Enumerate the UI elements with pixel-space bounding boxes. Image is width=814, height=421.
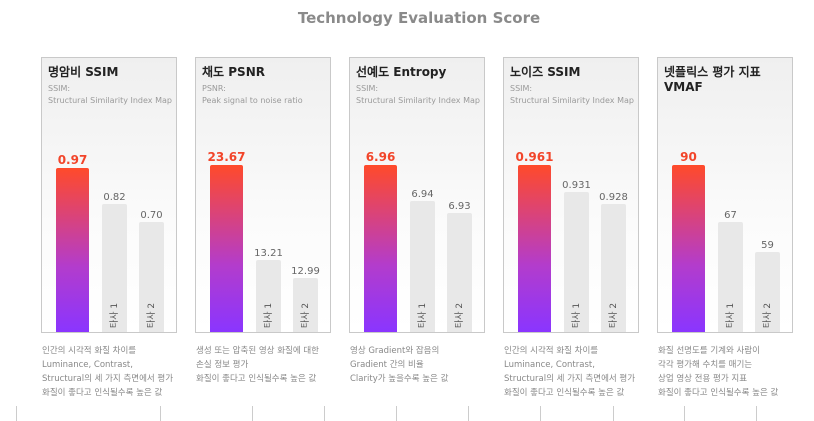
value-label: 0.961 xyxy=(515,150,554,164)
card-subtitle: SSIM: Structural Similarity Index Map xyxy=(48,84,172,105)
chart-card: 선예도 Entropy SSIM: Structural Similarity In… xyxy=(349,57,485,333)
value-label: 0.70 xyxy=(140,210,163,221)
card-title: 노이즈 SSIM xyxy=(510,65,581,79)
bar-competitor: 타사 2 xyxy=(755,252,780,332)
value-label: 12.99 xyxy=(291,266,320,277)
category-label: 타사 1 xyxy=(263,302,274,328)
value-label: 6.94 xyxy=(411,189,434,200)
bar-competitor: 타사 2 xyxy=(601,204,626,332)
category-label: 타사 2 xyxy=(608,302,619,328)
value-label: 0.931 xyxy=(562,180,591,191)
bar-competitor: 타사 1 xyxy=(102,204,127,332)
chart-title: Technology Evaluation Score xyxy=(297,9,541,27)
divider-tick xyxy=(540,406,541,421)
bar-competitor: 타사 2 xyxy=(447,213,472,332)
divider-tick xyxy=(396,406,397,421)
value-label: 0.82 xyxy=(103,192,126,203)
card-description: 영상 Gradient와 잡음의 Gradient 간의 비율 Clarity가 높… xyxy=(350,346,449,384)
category-label: 타사 1 xyxy=(417,302,428,328)
bar-competitor: 타사 1 xyxy=(410,201,435,332)
bar-competitor: 타사 1 xyxy=(256,260,281,332)
category-label: 타사 1 xyxy=(571,302,582,328)
card-subtitle: SSIM: Structural Similarity Index Map xyxy=(356,84,480,105)
category-label: 타사 1 xyxy=(109,302,120,328)
card-description: 화질 선명도를 기계와 사람이 각각 평가해 수치를 매기는 상업 영상 전용 평가… xyxy=(658,346,779,398)
card-description: 인간의 시각적 화질 차이를 Luminance, Contrast, Struct… xyxy=(42,346,174,398)
bar-main xyxy=(364,165,397,332)
category-label: 타사 2 xyxy=(762,302,773,328)
value-label: 59 xyxy=(761,240,774,251)
divider-tick xyxy=(252,406,253,421)
chart-card: 명암비 SSIM SSIM: Structural Similarity Index… xyxy=(41,57,177,333)
value-label: 6.93 xyxy=(448,201,471,212)
divider-tick xyxy=(16,406,17,421)
value-label: 13.21 xyxy=(254,248,283,259)
card-title: 명암비 SSIM xyxy=(48,65,119,79)
chart-card: 채도 PSNR PSNR: Peak signal to noise ratio 23… xyxy=(195,57,331,333)
bar-main xyxy=(518,165,551,332)
divider-tick xyxy=(613,406,614,421)
bar-main xyxy=(56,168,89,332)
category-label: 타사 1 xyxy=(725,302,736,328)
value-label: 6.96 xyxy=(365,150,396,164)
bar-competitor: 타사 2 xyxy=(139,222,164,332)
category-label: 타사 2 xyxy=(454,302,465,328)
card-title: 넷플릭스 평가 지표 VMAF xyxy=(664,65,761,94)
value-label: 0.97 xyxy=(57,153,88,167)
divider-tick xyxy=(684,406,685,421)
bar-competitor: 타사 2 xyxy=(293,278,318,332)
category-label: 타사 2 xyxy=(146,302,157,328)
card-subtitle: SSIM: Structural Similarity Index Map xyxy=(510,84,634,105)
divider-tick xyxy=(468,406,469,421)
card-title: 채도 PSNR xyxy=(202,65,265,79)
value-label: 90 xyxy=(680,150,697,164)
value-label: 0.928 xyxy=(599,192,628,203)
bar-main xyxy=(210,165,243,332)
card-description: 인간의 시각적 화질 차이를 Luminance, Contrast, Struct… xyxy=(504,346,636,398)
divider-tick xyxy=(756,406,757,421)
value-label: 67 xyxy=(724,210,737,221)
divider-tick xyxy=(160,406,161,421)
card-description: 생성 또는 압축된 영상 화질에 대한 손실 정보 평가 화질이 좋다고 인식될수록… xyxy=(196,346,319,384)
card-subtitle: PSNR: Peak signal to noise ratio xyxy=(202,84,303,105)
chart-card: 넷플릭스 평가 지표 VMAF 90 타사 1 67 타사 2 59 xyxy=(657,57,793,333)
bar-main xyxy=(672,165,705,332)
card-title: 선예도 Entropy xyxy=(356,65,447,79)
value-label: 23.67 xyxy=(207,150,246,164)
bar-competitor: 타사 1 xyxy=(718,222,743,332)
bar-competitor: 타사 1 xyxy=(564,192,589,332)
chart-card: 노이즈 SSIM SSIM: Structural Similarity Index… xyxy=(503,57,639,333)
divider-tick xyxy=(324,406,325,421)
category-label: 타사 2 xyxy=(300,302,311,328)
